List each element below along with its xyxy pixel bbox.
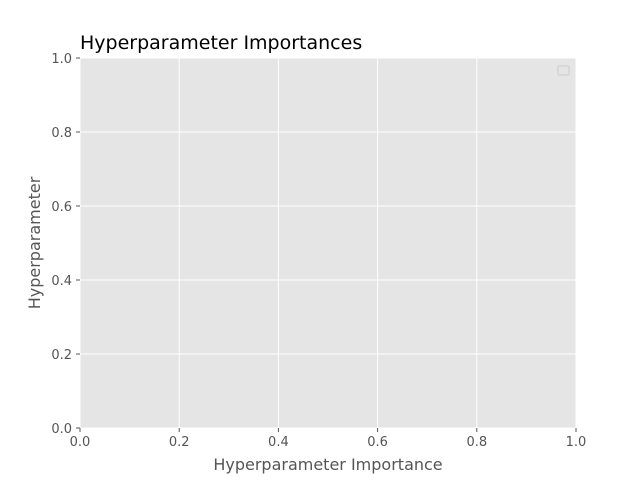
tick-labels: 0.0 0.2 0.4 0.6 0.8 1.0 0.0 0.2 0.4 0.6 0.8 1.0 <box>51 52 586 450</box>
gridlines <box>79 57 577 429</box>
x-tick-label: 0.6 <box>367 435 388 450</box>
chart-title: Hyperparameter Importances <box>80 32 362 54</box>
x-tick-label: 0.2 <box>169 435 190 450</box>
x-tick-label: 0.8 <box>466 435 487 450</box>
y-tick-label: 0.8 <box>51 126 72 141</box>
legend <box>557 65 570 76</box>
x-axis-title: Hyperparameter Importance <box>213 455 442 474</box>
y-tick-label: 0.2 <box>51 348 72 363</box>
x-tick-label: 1.0 <box>566 435 587 450</box>
legend-empty-marker <box>557 65 570 76</box>
y-tick-label: 1.0 <box>51 52 72 67</box>
y-tick-label: 0.0 <box>51 422 72 437</box>
axis-ticks <box>76 57 577 432</box>
y-axis-title: Hyperparameter <box>25 176 44 309</box>
x-tick-label: 0.4 <box>268 435 289 450</box>
plot-area <box>80 58 576 428</box>
y-tick-label: 0.6 <box>51 200 72 215</box>
y-tick-label: 0.4 <box>51 274 72 289</box>
x-tick-label: 0.0 <box>70 435 91 450</box>
